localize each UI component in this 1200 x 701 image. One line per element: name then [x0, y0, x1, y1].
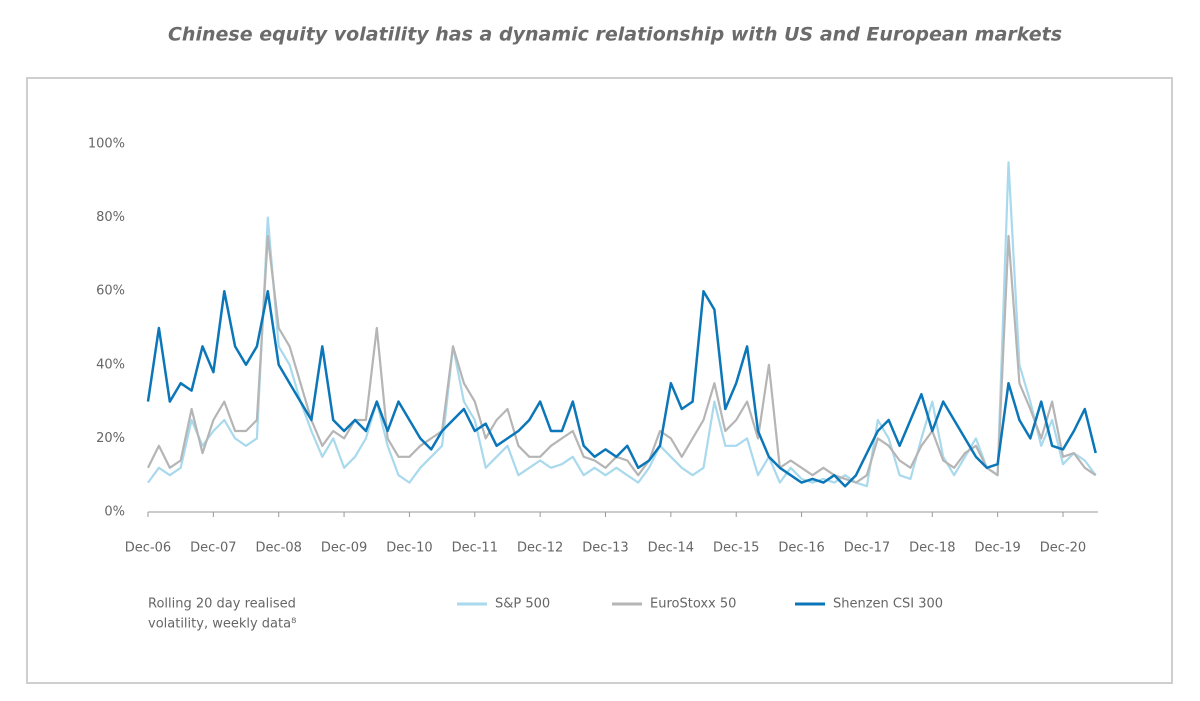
x-tick-label: Dec-20 [1040, 541, 1086, 556]
legend-label: EuroStoxx 50 [650, 597, 736, 612]
series-line [147, 234, 1097, 484]
x-tick-label: Dec-06 [125, 541, 171, 556]
x-tick-label: Dec-08 [256, 541, 302, 556]
series-line [146, 289, 1097, 488]
x-tick-label: Dec-07 [190, 541, 236, 556]
x-tick-label: Dec-16 [778, 541, 824, 556]
x-tick-label: Dec-18 [909, 541, 955, 556]
x-tick-label: Dec-13 [582, 541, 628, 556]
y-tick-label: 60% [96, 284, 125, 299]
x-tick-label: Dec-17 [844, 541, 890, 556]
x-tick-label: Dec-19 [974, 541, 1020, 556]
legend-label: S&P 500 [495, 597, 550, 612]
x-tick-label: Dec-10 [386, 541, 432, 556]
series-line [147, 161, 1097, 488]
y-tick-label: 40% [96, 357, 125, 372]
y-tick-label: 100% [88, 137, 125, 152]
frame [26, 77, 1173, 684]
note: Rolling 20 day realised [148, 597, 296, 612]
y-tick-label: 20% [96, 431, 125, 446]
note: volatility, weekly data⁸ [148, 617, 296, 632]
x-tick-label: Dec-14 [648, 541, 694, 556]
x-tick-label: Dec-09 [321, 541, 367, 556]
y-tick-label: 0% [104, 505, 125, 520]
x-tick-label: Dec-12 [517, 541, 563, 556]
x-tick-label: Dec-11 [452, 541, 498, 556]
chart-title: Chinese equity volatility has a dynamic … [168, 24, 1062, 46]
legend-label: Shenzen CSI 300 [833, 597, 943, 612]
x-tick-label: Dec-15 [713, 541, 759, 556]
y-tick-label: 80% [96, 210, 125, 225]
